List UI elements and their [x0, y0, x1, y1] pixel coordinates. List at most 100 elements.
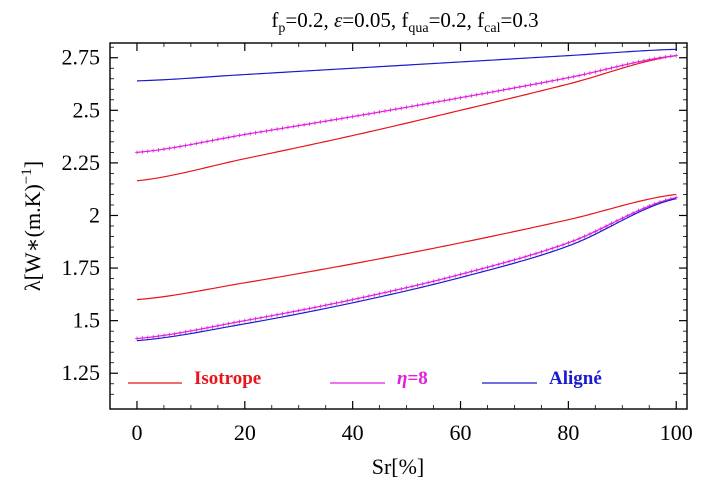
plus-marker	[523, 254, 528, 259]
plus-marker	[194, 141, 199, 146]
plus-marker	[339, 299, 344, 304]
plus-marker	[399, 286, 404, 291]
plus-marker	[582, 234, 587, 239]
plus-marker	[566, 75, 571, 80]
plus-marker	[560, 242, 565, 247]
plus-marker	[577, 73, 582, 78]
plus-marker	[587, 71, 592, 76]
plus-marker	[566, 240, 571, 245]
series-line-isotrope-upper	[136, 55, 677, 182]
plus-marker	[641, 58, 646, 63]
plus-marker	[145, 335, 150, 340]
plus-marker	[668, 54, 673, 59]
plus-marker	[415, 283, 420, 288]
plus-marker	[318, 120, 323, 125]
plus-marker	[275, 127, 280, 132]
plus-marker	[652, 56, 657, 61]
x-tick-label: 100	[660, 420, 693, 445]
plus-marker	[436, 277, 441, 282]
plus-marker	[544, 79, 549, 84]
plus-marker	[372, 292, 377, 297]
plus-marker	[436, 99, 441, 104]
plus-marker	[480, 91, 485, 96]
plus-marker	[167, 332, 172, 337]
plus-marker	[339, 116, 344, 121]
plus-marker	[366, 111, 371, 116]
plus-marker	[663, 54, 668, 59]
plus-marker	[356, 113, 361, 118]
plus-marker	[388, 289, 393, 294]
plus-marker	[188, 328, 193, 333]
plus-marker	[334, 117, 339, 122]
plus-marker	[528, 82, 533, 87]
plus-marker	[485, 90, 490, 95]
x-tick-label: 60	[450, 420, 472, 445]
plus-marker	[512, 85, 517, 90]
plus-marker	[490, 263, 495, 268]
plus-marker	[312, 305, 317, 310]
plus-marker	[544, 248, 549, 253]
plus-marker	[614, 218, 619, 223]
plus-marker	[302, 307, 307, 312]
y-tick-label: 1.75	[62, 255, 101, 280]
series-line-align-upper	[136, 48, 677, 82]
plus-marker	[323, 119, 328, 124]
plus-marker	[458, 272, 463, 277]
plus-marker	[447, 275, 452, 280]
plus-marker	[620, 63, 625, 68]
series-line-align-lower	[136, 198, 677, 342]
plus-marker	[215, 137, 220, 142]
plus-marker	[296, 123, 301, 128]
plus-marker	[523, 83, 528, 88]
plus-marker	[674, 53, 679, 58]
plus-marker	[426, 280, 431, 285]
plus-marker	[604, 67, 609, 72]
plus-marker	[431, 100, 436, 105]
plus-marker	[598, 226, 603, 231]
plus-marker	[183, 329, 188, 334]
plus-marker	[604, 224, 609, 229]
plus-marker	[496, 262, 501, 267]
plus-marker	[539, 249, 544, 254]
plus-marker	[178, 330, 183, 335]
plus-marker	[329, 302, 334, 307]
plus-marker	[145, 149, 150, 154]
plus-marker	[134, 150, 139, 155]
plus-marker	[458, 95, 463, 100]
plus-marker	[285, 310, 290, 315]
plus-marker	[167, 146, 172, 151]
plus-marker	[296, 308, 301, 313]
y-tick-label: 2.75	[62, 45, 101, 70]
plus-marker	[528, 253, 533, 258]
plus-marker	[258, 129, 263, 134]
plus-marker	[393, 107, 398, 112]
plus-marker	[372, 110, 377, 115]
plus-marker	[356, 296, 361, 301]
plus-marker	[582, 72, 587, 77]
plus-marker	[329, 118, 334, 123]
plus-marker	[264, 128, 269, 133]
plus-marker	[221, 136, 226, 141]
plus-marker	[199, 326, 204, 331]
plus-marker	[210, 138, 215, 143]
ticks-layer: 0 20 40 60 80 100 1.25 1.5 1.75 2 2.25 2.5 2.75	[62, 43, 693, 445]
plus-marker	[383, 290, 388, 295]
plus-marker	[221, 322, 226, 327]
plus-marker	[361, 295, 366, 300]
series-layer	[134, 48, 679, 342]
plus-marker	[345, 298, 350, 303]
plus-marker	[453, 273, 458, 278]
y-tick-label: 2.5	[73, 97, 101, 122]
plus-marker	[550, 78, 555, 83]
series-markers-eta8-upper	[134, 53, 679, 155]
plus-marker	[307, 121, 312, 126]
plus-marker	[156, 334, 161, 339]
plus-marker	[312, 120, 317, 125]
plus-marker	[350, 297, 355, 302]
plus-marker	[571, 74, 576, 79]
legend: Isotrope η=8 Aligné	[128, 368, 602, 389]
plus-marker	[539, 80, 544, 85]
plus-marker	[485, 265, 490, 270]
plus-marker	[393, 288, 398, 293]
plus-marker	[658, 55, 663, 60]
